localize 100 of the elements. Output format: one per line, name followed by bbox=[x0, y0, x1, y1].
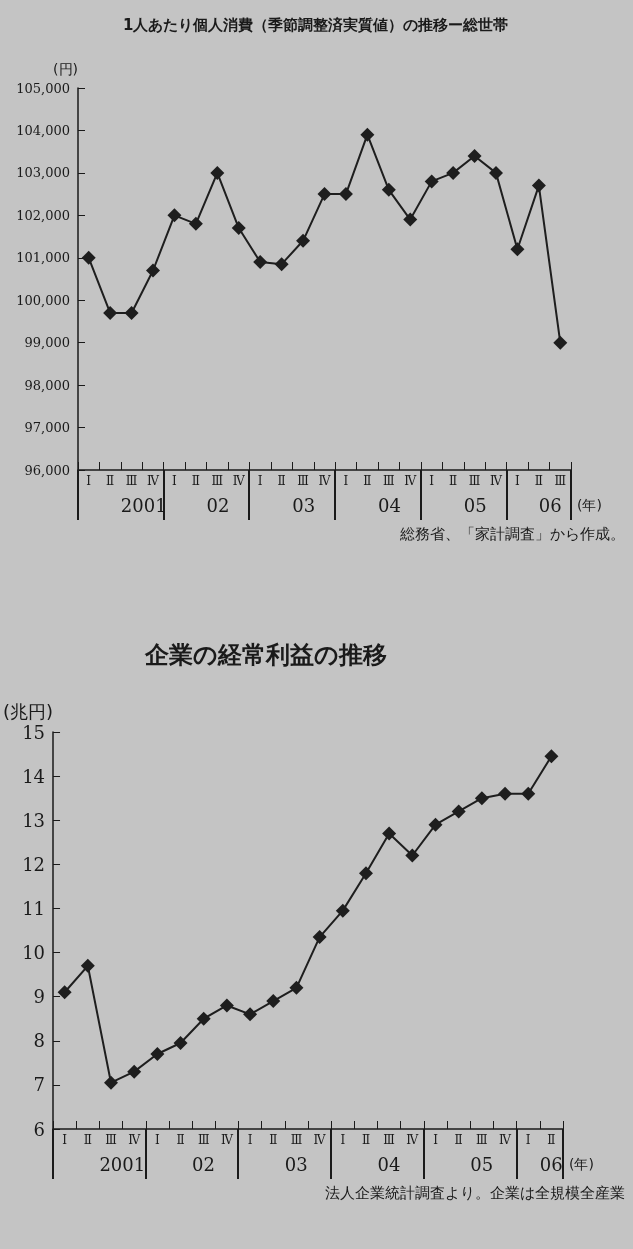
y-tick-label: 97,000 bbox=[24, 420, 70, 436]
text: 05 bbox=[463, 494, 487, 516]
x-tick-label: Ⅲ bbox=[468, 474, 481, 488]
point bbox=[188, 216, 203, 231]
x-tick-label: Ⅳ bbox=[499, 1133, 513, 1147]
x-tick-label: Ⅲ bbox=[125, 474, 138, 488]
x-tick-label: Ⅲ bbox=[105, 1133, 117, 1147]
point bbox=[266, 994, 281, 1009]
point bbox=[474, 791, 489, 806]
y-tick-label: 11 bbox=[22, 897, 46, 919]
x-tick-label: Ⅱ bbox=[449, 474, 458, 488]
y-tick-label: 8 bbox=[33, 1030, 46, 1052]
point bbox=[312, 930, 327, 945]
x-tick-label: Ⅰ bbox=[86, 474, 92, 488]
x-tick-label: Ⅱ bbox=[363, 474, 372, 488]
y-tick-label: 99,000 bbox=[24, 335, 70, 351]
y-tick-label: 104,000 bbox=[16, 122, 70, 138]
point bbox=[488, 165, 503, 180]
point bbox=[467, 148, 482, 163]
x-tick-label: Ⅰ bbox=[340, 1133, 346, 1147]
x-tick-label: Ⅲ bbox=[554, 474, 567, 488]
point bbox=[57, 985, 72, 1000]
point bbox=[382, 826, 397, 841]
x-tick-label: Ⅲ bbox=[383, 474, 395, 488]
y-axis-title: (兆円) bbox=[3, 700, 54, 722]
x-tick-label: Ⅲ bbox=[211, 474, 224, 488]
x-tick-label: Ⅲ bbox=[297, 474, 309, 488]
text: 法人企業統計調査より。企業は全規模全産業 bbox=[325, 1183, 625, 1202]
text: 03 bbox=[292, 494, 316, 516]
point bbox=[150, 1047, 165, 1062]
x-tick-label: Ⅱ bbox=[454, 1133, 463, 1147]
x-tick-label: Ⅳ bbox=[489, 474, 503, 488]
x-tick-label: Ⅳ bbox=[318, 474, 332, 488]
x-tick-label: Ⅳ bbox=[220, 1133, 234, 1147]
point bbox=[553, 335, 568, 350]
text: 02 bbox=[206, 494, 230, 516]
point bbox=[219, 998, 234, 1013]
text: 2001 bbox=[99, 1153, 146, 1175]
y-tick-label: 102,000 bbox=[16, 207, 70, 223]
point bbox=[146, 263, 161, 278]
y-tick-label: 7 bbox=[33, 1074, 46, 1096]
chart-title: 1人あたり個人消費（季節調整済実質値）の推移ー総世帯 bbox=[123, 15, 509, 34]
y-tick-label: 103,000 bbox=[16, 165, 70, 181]
point bbox=[103, 1075, 118, 1090]
x-tick-label: Ⅳ bbox=[313, 1133, 327, 1147]
point bbox=[360, 127, 375, 142]
x-tick-label: Ⅱ bbox=[106, 474, 115, 488]
point bbox=[544, 749, 559, 764]
point bbox=[81, 250, 96, 265]
x-tick-label: Ⅱ bbox=[277, 474, 286, 488]
x-tick-label: Ⅱ bbox=[176, 1133, 185, 1147]
y-tick-label: 15 bbox=[22, 721, 46, 743]
x-tick-label: Ⅰ bbox=[154, 1133, 160, 1147]
x-tick-label: Ⅲ bbox=[383, 1133, 395, 1147]
point bbox=[103, 305, 118, 320]
x-tick-label: Ⅱ bbox=[83, 1133, 92, 1147]
y-tick-label: 98,000 bbox=[24, 377, 70, 393]
x-tick-label: Ⅳ bbox=[404, 474, 418, 488]
point bbox=[124, 305, 139, 320]
point bbox=[381, 182, 396, 197]
x-tick-label: Ⅰ bbox=[515, 474, 521, 488]
point bbox=[335, 903, 350, 918]
y-axis-title: (円) bbox=[53, 61, 78, 77]
point bbox=[498, 786, 513, 801]
point bbox=[521, 786, 536, 801]
text: 05 bbox=[470, 1153, 494, 1175]
point bbox=[405, 848, 420, 863]
text: 04 bbox=[378, 494, 401, 516]
point bbox=[510, 242, 525, 257]
point bbox=[451, 804, 466, 819]
x-tick-label: Ⅲ bbox=[197, 1133, 210, 1147]
point bbox=[296, 233, 311, 248]
x-tick-label: Ⅲ bbox=[476, 1133, 488, 1147]
y-tick-label: 13 bbox=[22, 809, 46, 831]
y-tick-label: 14 bbox=[22, 765, 46, 787]
point bbox=[446, 165, 461, 180]
point bbox=[253, 255, 268, 270]
text: 06 bbox=[538, 494, 562, 516]
point bbox=[531, 178, 546, 193]
point bbox=[358, 866, 373, 881]
point bbox=[317, 187, 332, 202]
x-tick-label: Ⅰ bbox=[172, 474, 178, 488]
chart-title: 企業の経常利益の推移 bbox=[144, 641, 387, 669]
point bbox=[231, 221, 246, 236]
point bbox=[173, 1035, 188, 1050]
text: 2001 bbox=[120, 494, 167, 516]
point bbox=[210, 165, 225, 180]
point bbox=[428, 817, 443, 832]
x-tick-label: Ⅱ bbox=[361, 1133, 371, 1147]
x-tick-label: Ⅰ bbox=[343, 474, 349, 488]
text: 04 bbox=[377, 1153, 401, 1175]
x-tick-label: Ⅱ bbox=[191, 474, 200, 488]
x-axis-title: (年) bbox=[569, 1156, 594, 1172]
x-tick-label: Ⅰ bbox=[62, 1133, 68, 1147]
x-axis-title: (年) bbox=[577, 497, 602, 513]
x-tick-label: Ⅱ bbox=[547, 1133, 556, 1147]
x-tick-label: Ⅳ bbox=[147, 474, 161, 488]
x-tick-label: Ⅳ bbox=[232, 474, 246, 488]
x-tick-label: Ⅱ bbox=[269, 1133, 278, 1147]
y-tick-label: 9 bbox=[33, 986, 46, 1008]
